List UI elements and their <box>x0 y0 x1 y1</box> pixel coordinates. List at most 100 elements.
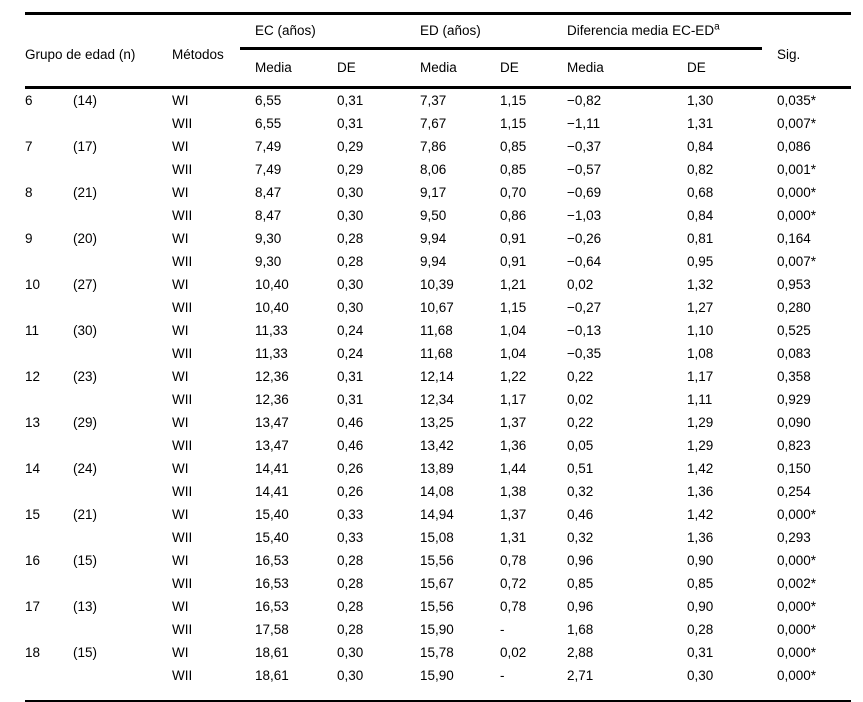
cell-ed-de: 0,02 <box>500 644 527 660</box>
cell-dif-de: 0,81 <box>687 230 714 246</box>
header-ed-anos: ED (años) <box>420 13 568 50</box>
cell-sig: 0,000* <box>777 667 817 683</box>
table-row: WII 15,40 0,33 15,08 1,31 0,32 1,36 0,293 <box>25 526 851 549</box>
cell-ed-media: 14,94 <box>420 506 454 522</box>
cell-age <box>25 342 73 365</box>
subheader-ed-de: DE <box>500 48 568 89</box>
cell-ec-de: 0,30 <box>337 299 364 315</box>
cell-sig: 0,000* <box>777 644 817 660</box>
cell-sig: 0,000* <box>777 207 817 223</box>
cell-dif-de: 1,42 <box>687 506 714 522</box>
cell-ec-de: 0,29 <box>337 161 364 177</box>
cell-n: (24) <box>73 460 98 476</box>
cell-dif-media: −0,37 <box>567 138 602 154</box>
cell-ed-media: 10,39 <box>420 276 454 292</box>
cell-ec-de: 0,33 <box>337 529 364 545</box>
cell-dif-media: −0,57 <box>567 161 602 177</box>
cell-dif-de: 0,90 <box>687 552 714 568</box>
cell-n: (17) <box>73 138 98 154</box>
ec-ed-comparison-table: Grupo de edad (n) Métodos EC (años) ED (… <box>25 12 852 702</box>
table-row: 18 (15) WI 18,61 0,30 15,78 0,02 2,88 0,31 0,000* <box>25 641 851 664</box>
cell-ec-de: 0,28 <box>337 598 364 614</box>
table-row: WII 16,53 0,28 15,67 0,72 0,85 0,85 0,002* <box>25 572 851 595</box>
cell-dif-media: −0,13 <box>567 322 602 338</box>
cell-age: 16 <box>25 552 41 568</box>
cell-dif-de: 0,90 <box>687 598 714 614</box>
cell-ec-de: 0,31 <box>337 391 364 407</box>
cell-ec-de: 0,30 <box>337 644 364 660</box>
cell-method: WI <box>172 598 189 614</box>
cell-method: WI <box>172 506 189 522</box>
cell-ed-media: 13,25 <box>420 414 454 430</box>
cell-method: WII <box>172 621 193 637</box>
cell-method: WII <box>172 437 193 453</box>
cell-sig: 0,007* <box>777 115 817 131</box>
table-row: WII 8,47 0,30 9,50 0,86 −1,03 0,84 0,000* <box>25 204 851 227</box>
cell-method: WII <box>172 483 193 499</box>
table-row: 7 (17) WI 7,49 0,29 7,86 0,85 −0,37 0,84 0,086 <box>25 135 851 158</box>
cell-dif-de: 1,36 <box>687 529 714 545</box>
cell-dif-de: 1,31 <box>687 115 714 131</box>
cell-n <box>73 618 172 641</box>
cell-ed-de: 1,15 <box>500 299 527 315</box>
cell-dif-media: 0,32 <box>567 483 594 499</box>
cell-dif-media: 0,32 <box>567 529 594 545</box>
cell-method: WI <box>172 92 189 108</box>
header-diferencia-media-text: Diferencia media EC-ED <box>567 23 715 39</box>
cell-dif-de: 0,28 <box>687 621 714 637</box>
table-row: 11 (30) WI 11,33 0,24 11,68 1,04 −0,13 1,10 0,525 <box>25 319 851 342</box>
cell-dif-media: 0,85 <box>567 575 594 591</box>
cell-method: WI <box>172 644 189 660</box>
cell-ec-media: 8,47 <box>255 184 282 200</box>
cell-sig: 0,358 <box>777 368 811 384</box>
cell-ec-media: 14,41 <box>255 483 289 499</box>
subheader-ed-media: Media <box>420 48 501 89</box>
cell-ec-de: 0,28 <box>337 621 364 637</box>
cell-n: (27) <box>73 276 98 292</box>
cell-method: WI <box>172 322 189 338</box>
cell-method: WI <box>172 230 189 246</box>
table-row: WII 14,41 0,26 14,08 1,38 0,32 1,36 0,254 <box>25 480 851 503</box>
cell-dif-de: 0,85 <box>687 575 714 591</box>
cell-dif-media: 0,96 <box>567 552 594 568</box>
cell-ed-de: 1,44 <box>500 460 527 476</box>
cell-ed-media: 9,94 <box>420 230 447 246</box>
cell-sig: 0,293 <box>777 529 811 545</box>
cell-n: (29) <box>73 414 98 430</box>
cell-age: 6 <box>25 92 33 108</box>
cell-method: WII <box>172 391 193 407</box>
cell-dif-de: 0,95 <box>687 253 714 269</box>
cell-age: 10 <box>25 276 41 292</box>
cell-ec-media: 13,47 <box>255 437 289 453</box>
table-row: 13 (29) WI 13,47 0,46 13,25 1,37 0,22 1,29 0,090 <box>25 411 851 434</box>
cell-ed-media: 15,56 <box>420 552 454 568</box>
cell-ed-de: 1,04 <box>500 322 527 338</box>
cell-dif-de: 0,84 <box>687 138 714 154</box>
table-row: 12 (23) WI 12,36 0,31 12,14 1,22 0,22 1,17 0,358 <box>25 365 851 388</box>
cell-ec-de: 0,26 <box>337 460 364 476</box>
cell-ec-de: 0,31 <box>337 92 364 108</box>
cell-ed-de: 1,17 <box>500 391 527 407</box>
cell-dif-media: 2,71 <box>567 667 594 683</box>
cell-ed-de: 1,37 <box>500 414 527 430</box>
cell-ec-media: 10,40 <box>255 299 289 315</box>
cell-method: WI <box>172 414 189 430</box>
cell-sig: 0,254 <box>777 483 811 499</box>
table-row: WII 9,30 0,28 9,94 0,91 −0,64 0,95 0,007* <box>25 250 851 273</box>
cell-n: (15) <box>73 644 98 660</box>
cell-sig: 0,000* <box>777 506 817 522</box>
cell-age: 13 <box>25 414 41 430</box>
cell-n: (23) <box>73 368 98 384</box>
cell-method: WII <box>172 529 193 545</box>
cell-sig: 0,007* <box>777 253 817 269</box>
cell-age <box>25 250 73 273</box>
cell-method: WI <box>172 552 189 568</box>
cell-sig: 0,083 <box>777 345 811 361</box>
subheader-ec-de: DE <box>337 48 421 89</box>
header-group-row: Grupo de edad (n) Métodos EC (años) ED (… <box>25 13 852 89</box>
cell-sig: 0,000* <box>777 621 817 637</box>
cell-ec-media: 16,53 <box>255 575 289 591</box>
cell-ec-media: 13,47 <box>255 414 289 430</box>
cell-ed-de: 0,85 <box>500 161 527 177</box>
cell-age: 12 <box>25 368 41 384</box>
